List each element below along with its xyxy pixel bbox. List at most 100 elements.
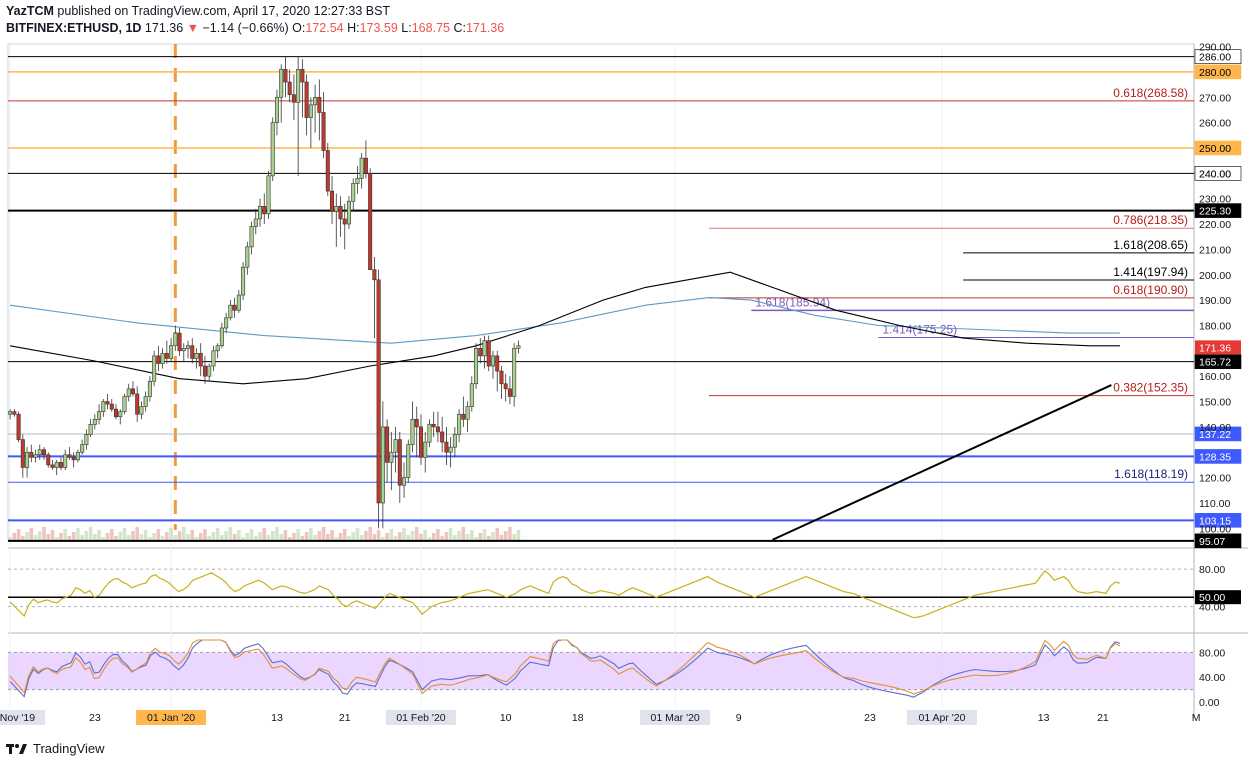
x-tick-label: 9 [736,712,742,724]
volume-bar [398,532,402,541]
candle-body [258,205,263,220]
candle-body [122,396,127,412]
candle-body [190,345,195,359]
x-tick-label: 10 [500,712,512,724]
y-tick-label: 100.00 [1199,523,1231,535]
volume-bar [148,537,152,541]
x-axis-date-box [640,710,711,725]
candle [300,59,305,118]
author-name[interactable]: YazTCM [6,4,54,18]
axis-price-tag-label: 128.35 [1199,451,1231,463]
y-tick-label: 150.00 [1199,397,1231,409]
support-trendline [772,384,1112,541]
candle-body [54,462,59,468]
ma100-line [10,271,1120,385]
candle-body [279,69,284,98]
volume-bar [118,532,123,541]
candle [135,386,140,422]
volume-bar [228,527,233,541]
candle-body [304,81,309,118]
rsi-line [9,570,1121,619]
level-label: 0.382(152.35) [1113,381,1188,395]
candle-body [283,69,288,83]
axis-price-tag [1194,354,1242,369]
volume-bar [406,535,411,541]
rsi-level-tag [1195,590,1241,605]
candle [177,328,182,356]
candle [245,241,250,275]
candle [304,74,309,136]
volume-bar [190,530,195,541]
volume-bar [122,528,127,541]
y-tick-label: 200.00 [1199,270,1231,282]
y-tick-label: 270.00 [1199,92,1231,104]
volume-bar [283,530,288,541]
candle-body [88,424,93,435]
candle [58,457,63,470]
axis-price-tag-label: 165.72 [1199,357,1231,369]
axis-price-tag-label: 240.00 [1199,168,1231,180]
candle-body [20,439,25,468]
candle-body [224,317,229,329]
level-label: 1.618(118.19) [1114,467,1188,481]
candle [427,419,432,448]
tradingview-logo-icon[interactable] [6,742,28,756]
volume-bar [482,529,487,541]
volume-bar [237,530,241,541]
volume-bar [105,533,110,541]
candle [16,411,21,443]
high-label: H: [347,21,360,35]
candle-body [181,347,186,352]
high-value: 173.59 [359,21,398,35]
candle-body [42,449,47,456]
candle-body [8,411,13,415]
candle [291,74,296,121]
candle [67,447,72,460]
volume-bar [139,534,144,541]
y-tick-label: 210.00 [1199,244,1231,256]
candle-body [105,401,110,405]
candle-body [114,408,119,418]
volume-bar [287,537,292,541]
candle [224,312,229,334]
candle [114,404,119,420]
candle [241,262,246,301]
candle-body [211,350,216,367]
candle [190,338,195,364]
rsi-level-tag-label: 50.00 [1199,592,1225,604]
volume-bar [503,531,508,541]
candle [380,401,385,529]
x-tick-label: 01 Apr '20 [918,712,965,724]
volume-bar [304,532,309,541]
footer-brand[interactable]: TradingView [33,741,105,756]
candle-body [152,355,157,382]
low-label: L: [401,21,412,35]
candle [118,409,123,425]
volume-bar [457,531,461,541]
candle-body [50,464,55,468]
volume-bar [156,529,161,541]
candle [482,335,487,369]
candle-body [435,426,440,433]
candle [249,221,254,255]
candle [198,343,203,377]
volume-bar [474,537,478,541]
candle-body [499,370,504,385]
volume-bar [461,527,466,541]
volume-bar [97,530,101,541]
candle-body [160,353,165,364]
candle-body [469,383,474,407]
candle-body [397,439,402,486]
candle [46,452,51,468]
axis-price-tag-label: 250.00 [1199,143,1231,155]
volume-bar [93,534,97,541]
candle [457,409,462,443]
volume-bar [8,537,12,541]
candle-body [380,426,385,504]
candle-body [452,434,457,448]
candle [507,376,512,405]
candle [143,391,148,412]
candle-body [342,218,347,225]
candle [389,431,394,491]
